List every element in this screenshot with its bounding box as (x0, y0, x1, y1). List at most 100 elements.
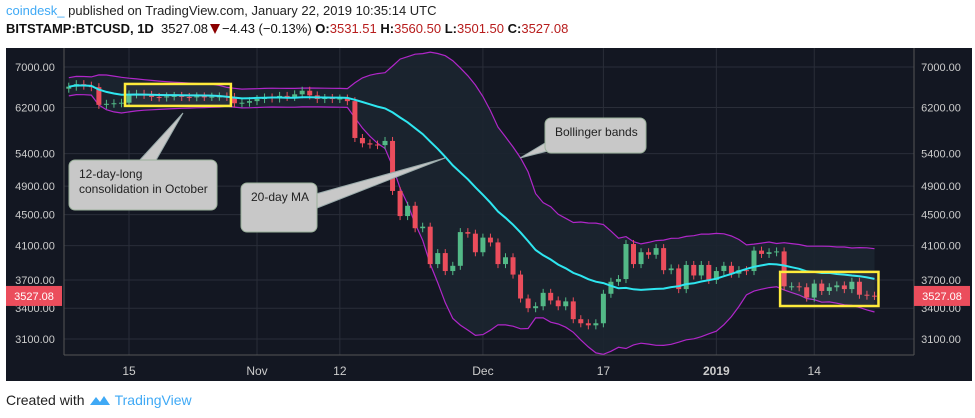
y-tick-label-right: 4500.00 (921, 210, 961, 222)
candle-body (668, 268, 674, 271)
candle-body (231, 96, 237, 104)
y-tick-label-right: 3400.00 (921, 303, 961, 315)
candle-body (578, 319, 584, 324)
candle-body (382, 140, 388, 146)
y-tick-label-left: 4100.00 (15, 241, 55, 253)
candle-body (254, 99, 260, 102)
candle-body (156, 96, 162, 98)
candle-body (194, 96, 200, 98)
low-label: L: (444, 21, 457, 36)
y-tick-label-left: 3100.00 (15, 334, 55, 346)
candle-body (284, 95, 290, 97)
candle-body (465, 232, 471, 234)
candle-body (766, 252, 772, 254)
x-tick-label: 2019 (703, 364, 730, 378)
candle-body (600, 293, 606, 324)
candle-body (442, 253, 448, 272)
candle-body (849, 281, 855, 290)
candle-body (179, 95, 185, 97)
candle-body (871, 295, 877, 297)
candle-body (653, 248, 659, 255)
y-tick-label-right: 4100.00 (921, 241, 961, 253)
high-label: H: (380, 21, 395, 36)
candle-body (811, 283, 817, 298)
x-tick-label: 15 (122, 364, 136, 378)
candle-body (683, 264, 689, 290)
candle-body (164, 96, 170, 98)
candle-body (149, 94, 155, 97)
candle-body (337, 98, 343, 100)
candle-body (487, 237, 493, 243)
y-tick-label-left: 7000.00 (15, 62, 55, 74)
tradingview-logo-icon (89, 396, 110, 405)
candle-body (804, 287, 810, 298)
candle-body (796, 286, 802, 288)
candle-body (721, 265, 727, 272)
y-tick-label-right: 6200.00 (921, 103, 961, 115)
highlight-box (123, 82, 233, 108)
published-text: published on TradingView.com, January 22… (68, 3, 437, 18)
candle-body (864, 294, 870, 296)
plot-area (66, 51, 877, 355)
callout-line: 20-day MA (251, 190, 309, 204)
symbol-info: BITSTAMP:BTCUSD, 1D 3527.08 −4.43 (−0.13%… (6, 21, 568, 36)
candle-body (344, 98, 350, 102)
candle-body (66, 86, 72, 89)
publisher-name[interactable]: coindesk_ (6, 3, 65, 18)
y-tick-label-left: 4900.00 (15, 181, 55, 193)
candle-body (759, 250, 765, 254)
candle-body (743, 270, 749, 272)
candle-body (239, 102, 245, 104)
candle-body (352, 101, 358, 138)
highlight-box (778, 270, 880, 308)
candle-body (585, 323, 591, 326)
candle-body (307, 90, 313, 96)
callout-text: 20-day MA (251, 190, 309, 204)
x-tick-label: 17 (597, 364, 611, 378)
close-value: 3527.08 (521, 21, 569, 36)
candle-body (435, 253, 441, 265)
candle-body (472, 233, 478, 253)
candle-body (412, 205, 418, 229)
x-tick-label: Dec (472, 364, 493, 378)
bollinger-band-fill (68, 52, 875, 355)
candle-body (826, 287, 832, 291)
candle-body (495, 242, 501, 265)
candle-body (390, 140, 396, 191)
candle-body (427, 226, 433, 265)
bollinger-lower-band (68, 93, 875, 355)
y-tick-label-right: 4900.00 (921, 181, 961, 193)
candle-body (819, 283, 825, 291)
candle-body (638, 252, 644, 265)
y-tick-label-right: 3100.00 (921, 334, 961, 346)
candle-body (292, 94, 298, 97)
y-tick-label-left: 4500.00 (15, 210, 55, 222)
price-change: −4.43 (−0.13%) (222, 21, 312, 36)
candle-body (457, 232, 463, 266)
y-tick-label-left: 6200.00 (15, 103, 55, 115)
callout-line: 12-day-long (79, 167, 142, 181)
candle-body (661, 248, 667, 271)
candle-body (503, 257, 508, 265)
y-tick-label-left: 3400.00 (15, 303, 55, 315)
callout-box (240, 182, 318, 233)
candle-body (834, 285, 840, 288)
candle-body (171, 95, 177, 97)
callout-text: 12-day-long consolidation in October (79, 167, 208, 196)
candle-body (646, 252, 652, 255)
candle-body (103, 103, 109, 105)
candle-body (789, 286, 795, 288)
tradingview-brand[interactable]: TradingView (114, 392, 192, 408)
candle-body (555, 300, 561, 307)
price-label-left: 3527.08 (14, 291, 54, 303)
candle-body (525, 298, 531, 309)
candle-body (246, 101, 252, 103)
callout-box (68, 159, 218, 211)
callout-text: Bollinger bands (555, 125, 638, 139)
candle-body (322, 97, 328, 100)
low-value: 3501.50 (457, 21, 504, 36)
candle-body (623, 244, 629, 280)
candle-body (118, 102, 124, 104)
candle-body (691, 264, 697, 276)
